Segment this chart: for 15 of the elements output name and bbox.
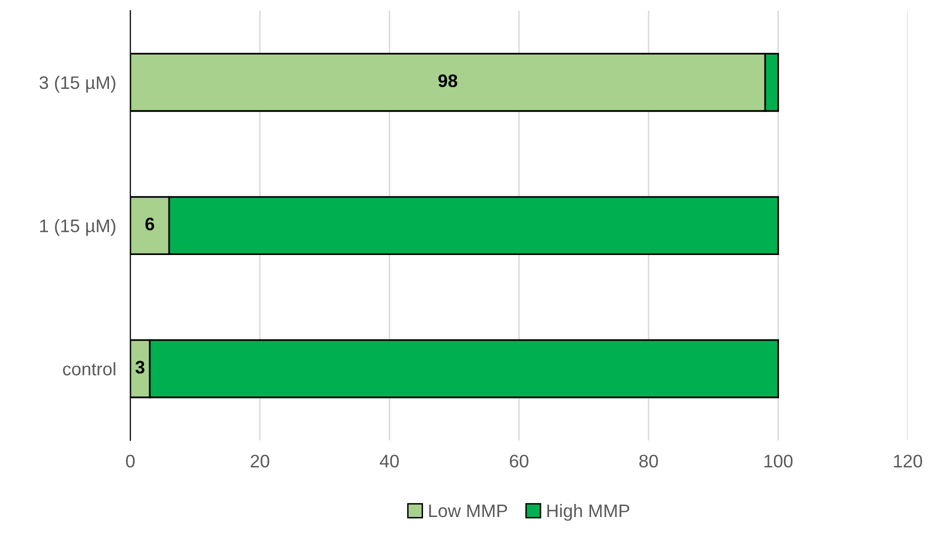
data-label: 3 <box>135 360 144 374</box>
legend-label: High MMP <box>547 504 630 521</box>
x-tick-label: 100 <box>764 454 793 468</box>
x-tick-label: 40 <box>380 454 399 468</box>
data-label: 6 <box>145 218 154 230</box>
y-tick-label: 3 (15 µM) <box>40 76 116 93</box>
x-tick-label: 20 <box>250 454 270 468</box>
x-tick-label: 0 <box>126 454 135 468</box>
data-label: 98 <box>438 74 458 88</box>
legend-label: Low MMP <box>429 504 508 518</box>
x-tick-label: 60 <box>510 454 528 468</box>
x-tick-label: 80 <box>639 454 658 468</box>
y-tick-label: control <box>63 362 116 376</box>
y-tick-label: 1 (15 µM) <box>40 219 116 236</box>
x-tick-label: 120 <box>894 454 922 468</box>
